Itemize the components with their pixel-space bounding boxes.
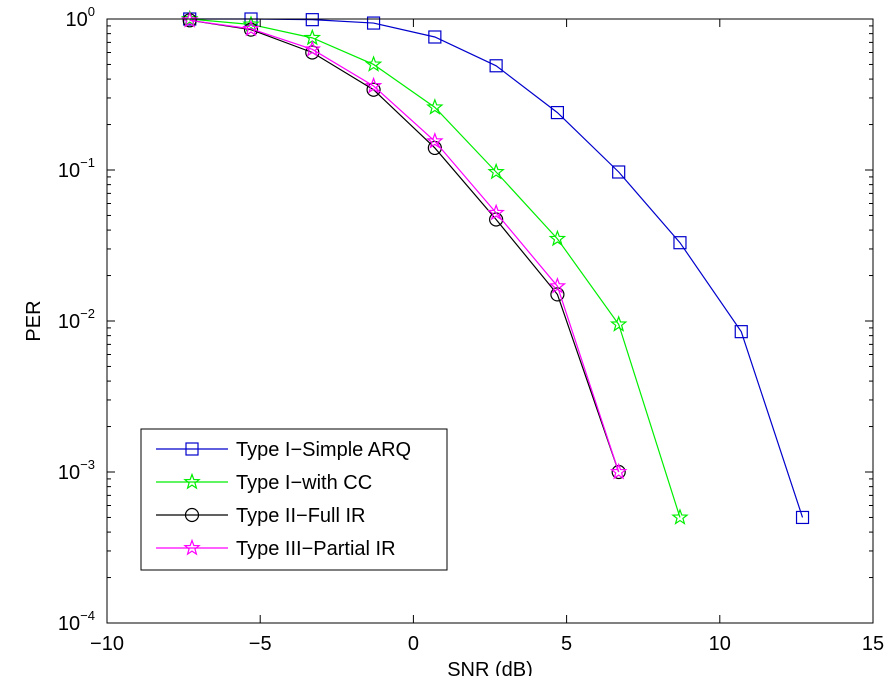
y-tick-label-0: 100 <box>66 4 95 31</box>
data-point-1-4 <box>426 98 444 115</box>
data-point-0-5 <box>489 59 503 73</box>
data-point-0-8 <box>673 236 687 250</box>
data-point-3-2 <box>303 40 322 57</box>
legend: Type I−Simple ARQ Type I−with CC Type II−F… <box>140 428 448 571</box>
x-tick-label-2: 0 <box>408 633 419 655</box>
y-tick-label-1: 10−1 <box>58 155 95 182</box>
data-point-1-3 <box>364 55 383 72</box>
series-1 <box>180 9 689 525</box>
legend-marker-0 <box>185 442 199 456</box>
x-axis-label: SNR (dB) <box>447 659 533 676</box>
legend-label-0: Type I−Simple ARQ <box>236 439 411 461</box>
data-point-3-6 <box>548 276 567 294</box>
series-line-2 <box>189 19 620 473</box>
data-point-0-3 <box>366 16 381 30</box>
series-line-1 <box>189 18 681 518</box>
data-point-1-8 <box>671 508 689 525</box>
data-point-3-5 <box>487 203 505 221</box>
data-point-1-6 <box>548 229 567 247</box>
y-tick-label-3: 10−3 <box>58 457 95 484</box>
data-point-0-7 <box>612 165 626 179</box>
data-point-3-3 <box>364 76 383 94</box>
data-point-0-6 <box>550 105 565 120</box>
x-tick-label-5: 15 <box>862 633 884 655</box>
tick-labels: −10 −5 0 5 10 15 100 10−1 10−2 10−3 10−4 <box>58 4 884 655</box>
data-point-3-0 <box>180 11 199 28</box>
axes-layer <box>106 18 874 624</box>
data-point-0-2 <box>305 13 319 27</box>
y-axis-label: PER <box>23 300 45 341</box>
data-point-1-1 <box>242 15 260 32</box>
x-tick-label-4: 10 <box>709 633 731 655</box>
x-tick-label-3: 5 <box>561 633 572 655</box>
data-point-3-7 <box>609 462 628 480</box>
legend-label-1: Type I−with CC <box>236 472 372 494</box>
x-tick-label-1: −5 <box>249 633 272 655</box>
data-point-3-4 <box>426 132 444 149</box>
data-point-0-9 <box>734 325 748 339</box>
legend-items: Type I−Simple ARQ Type I−with CC Type II−F… <box>156 439 411 560</box>
series-3 <box>180 11 628 480</box>
series-line-3 <box>189 19 620 473</box>
data-point-0-10 <box>795 510 810 525</box>
data-point-1-5 <box>487 162 505 180</box>
data-point-2-1 <box>243 22 259 37</box>
y-tick-label-4: 10−4 <box>58 608 95 635</box>
legend-label-2: Type II−Full IR <box>236 505 366 527</box>
data-point-3-1 <box>242 19 260 37</box>
legend-item-3: Type III−Partial IR <box>156 538 396 560</box>
legend-marker-3 <box>183 538 201 556</box>
data-point-1-7 <box>609 315 628 332</box>
legend-item-2: Type II−Full IR <box>156 505 366 527</box>
legend-box <box>140 428 448 571</box>
legend-item-0: Type I−Simple ARQ <box>156 439 411 461</box>
data-point-0-4 <box>428 30 442 44</box>
data-point-2-3 <box>366 82 381 97</box>
x-tick-label-0: −10 <box>90 633 124 655</box>
y-tick-label-2: 10−2 <box>58 306 95 333</box>
legend-marker-2 <box>184 507 200 523</box>
legend-label-3: Type III−Partial IR <box>236 538 396 560</box>
legend-item-1: Type I−with CC <box>156 472 372 494</box>
legend-marker-1 <box>183 472 201 490</box>
